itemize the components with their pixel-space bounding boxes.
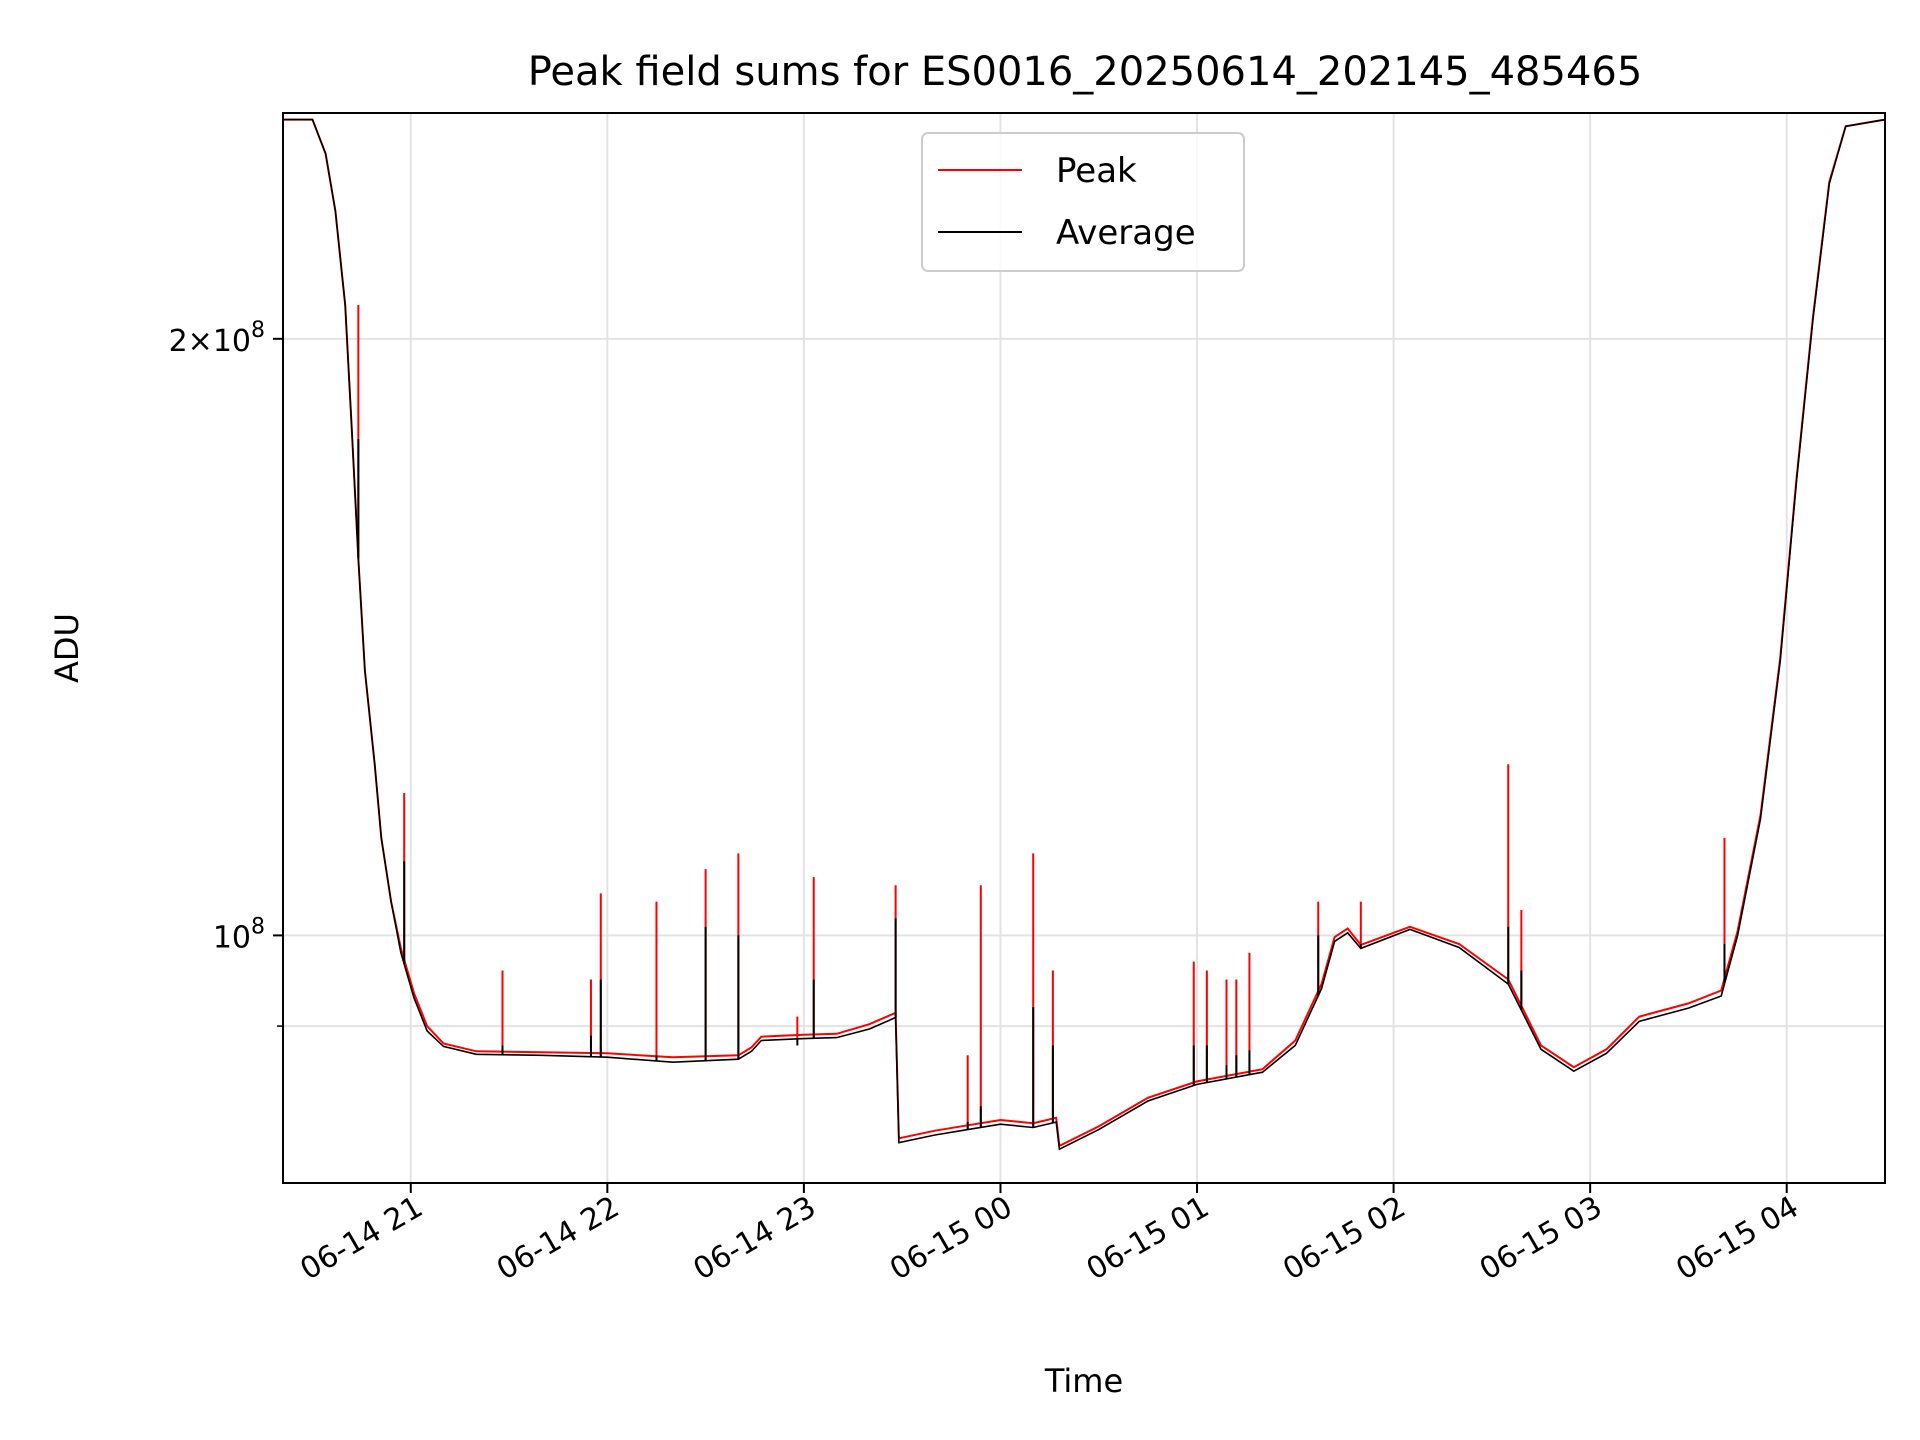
legend-box xyxy=(921,132,1245,272)
y-axis: 108 2×108 xyxy=(169,318,283,1027)
x-axis-label: Time xyxy=(1044,1362,1123,1400)
y-axis-label: ADU xyxy=(48,613,86,683)
legend-average-label: Average xyxy=(1056,213,1196,253)
legend-peak-label: Peak xyxy=(1056,151,1137,191)
plot-frame xyxy=(282,112,1886,1184)
chart-title: Peak field sums for ES0016_20250614_2021… xyxy=(528,49,1643,95)
legend: Peak Average xyxy=(921,132,1245,272)
grid xyxy=(283,113,1885,1183)
series-line-average xyxy=(283,118,1885,1151)
y-tick-label: 108 xyxy=(213,914,265,955)
series-layer xyxy=(283,118,1885,1151)
y-tick-label: 2×108 xyxy=(169,318,265,359)
